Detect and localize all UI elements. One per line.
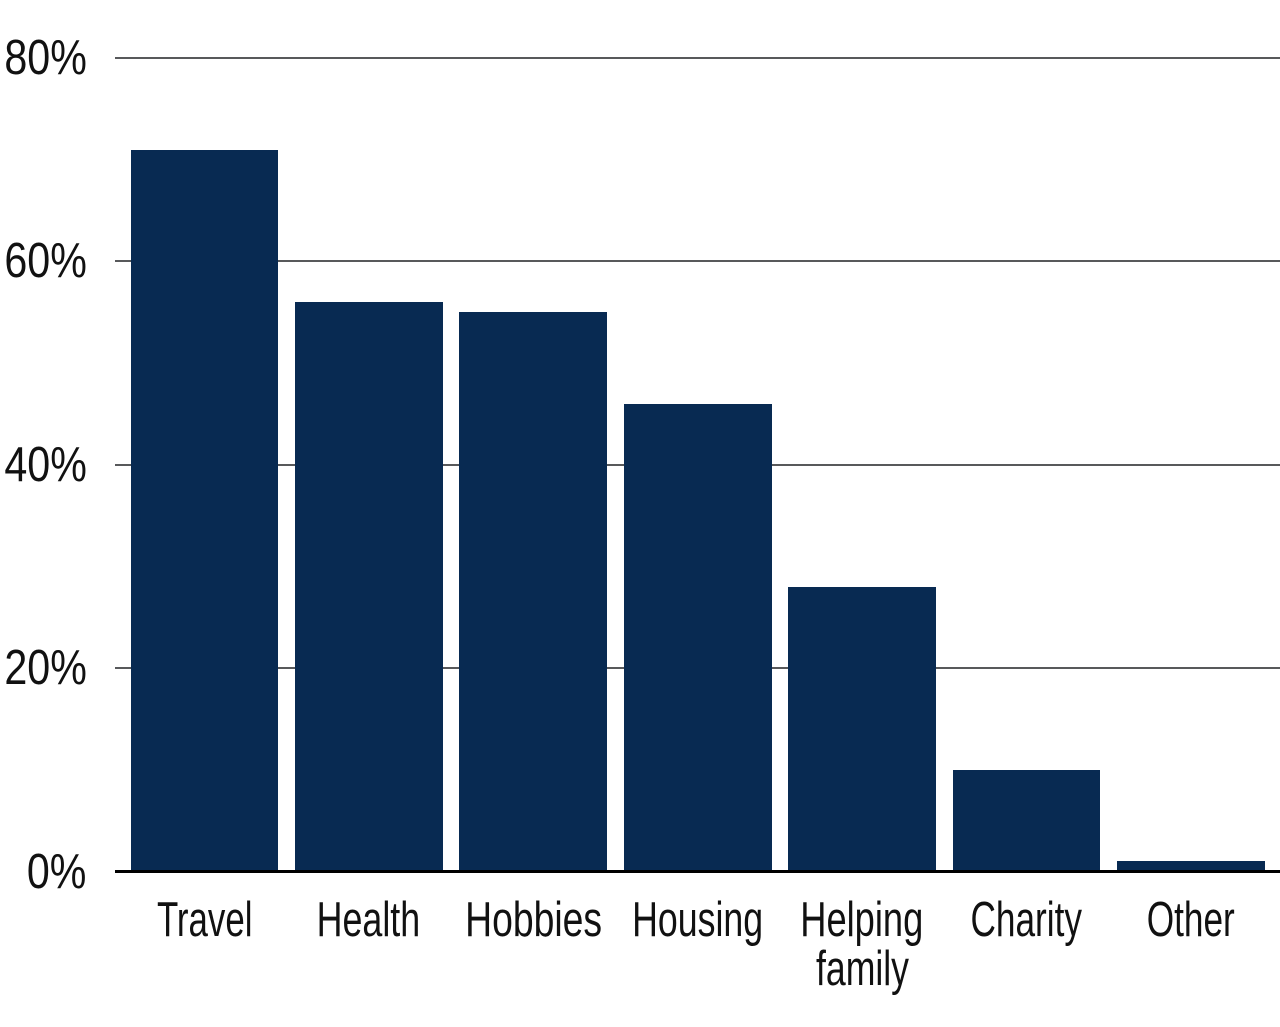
x-tick-text: Helping <box>800 891 924 947</box>
x-tick-text: Health <box>317 891 421 947</box>
y-tick-label-60: 60% <box>0 233 87 289</box>
x-tick-text: Hobbies <box>464 891 602 947</box>
x-tick-text: Travel <box>156 891 253 947</box>
y-tick-text: 60% <box>4 233 87 289</box>
y-tick-label-20: 20% <box>0 640 87 696</box>
bar-other <box>1117 861 1265 872</box>
x-tick-text: Charity <box>970 891 1083 947</box>
x-tick-line: family <box>752 941 972 997</box>
y-tick-label-40: 40% <box>0 436 87 492</box>
x-tick-line: Housing <box>588 891 808 947</box>
y-tick-text: 0% <box>27 843 87 899</box>
x-tick-label-travel: Travel <box>94 891 314 947</box>
x-tick-label-hobbies: Hobbies <box>423 891 643 947</box>
x-tick-line: Charity <box>917 891 1137 947</box>
y-tick-text: 20% <box>4 640 87 696</box>
x-tick-line: Health <box>259 891 479 947</box>
x-tick-line: Hobbies <box>423 891 643 947</box>
bar-charity <box>952 769 1101 872</box>
gridline-80 <box>114 56 1280 59</box>
y-tick-text: 40% <box>4 436 87 492</box>
x-tick-label-charity: Charity <box>917 891 1137 947</box>
y-tick-label-0: 0% <box>15 843 87 899</box>
y-tick-text: 80% <box>4 30 87 86</box>
x-tick-text: family <box>815 941 909 997</box>
bar-health <box>294 302 443 872</box>
bar-housing <box>623 403 772 872</box>
x-tick-line: Travel <box>94 891 314 947</box>
bar-travel <box>130 149 279 872</box>
x-tick-label-other: Other <box>1081 891 1280 947</box>
x-tick-line: Helping <box>752 891 972 947</box>
x-tick-text: Other <box>1146 891 1235 947</box>
x-axis-line <box>114 870 1280 873</box>
bar-hobbies <box>459 312 608 872</box>
y-tick-label-80: 80% <box>0 30 87 86</box>
x-tick-text: Housing <box>632 891 764 947</box>
x-tick-label-health: Health <box>259 891 479 947</box>
gridline-60 <box>114 260 1280 263</box>
x-tick-label-housing: Housing <box>588 891 808 947</box>
bar-helping <box>788 586 936 872</box>
x-tick-label-helping: Helping family <box>752 891 972 997</box>
x-tick-line: Other <box>1081 891 1280 947</box>
